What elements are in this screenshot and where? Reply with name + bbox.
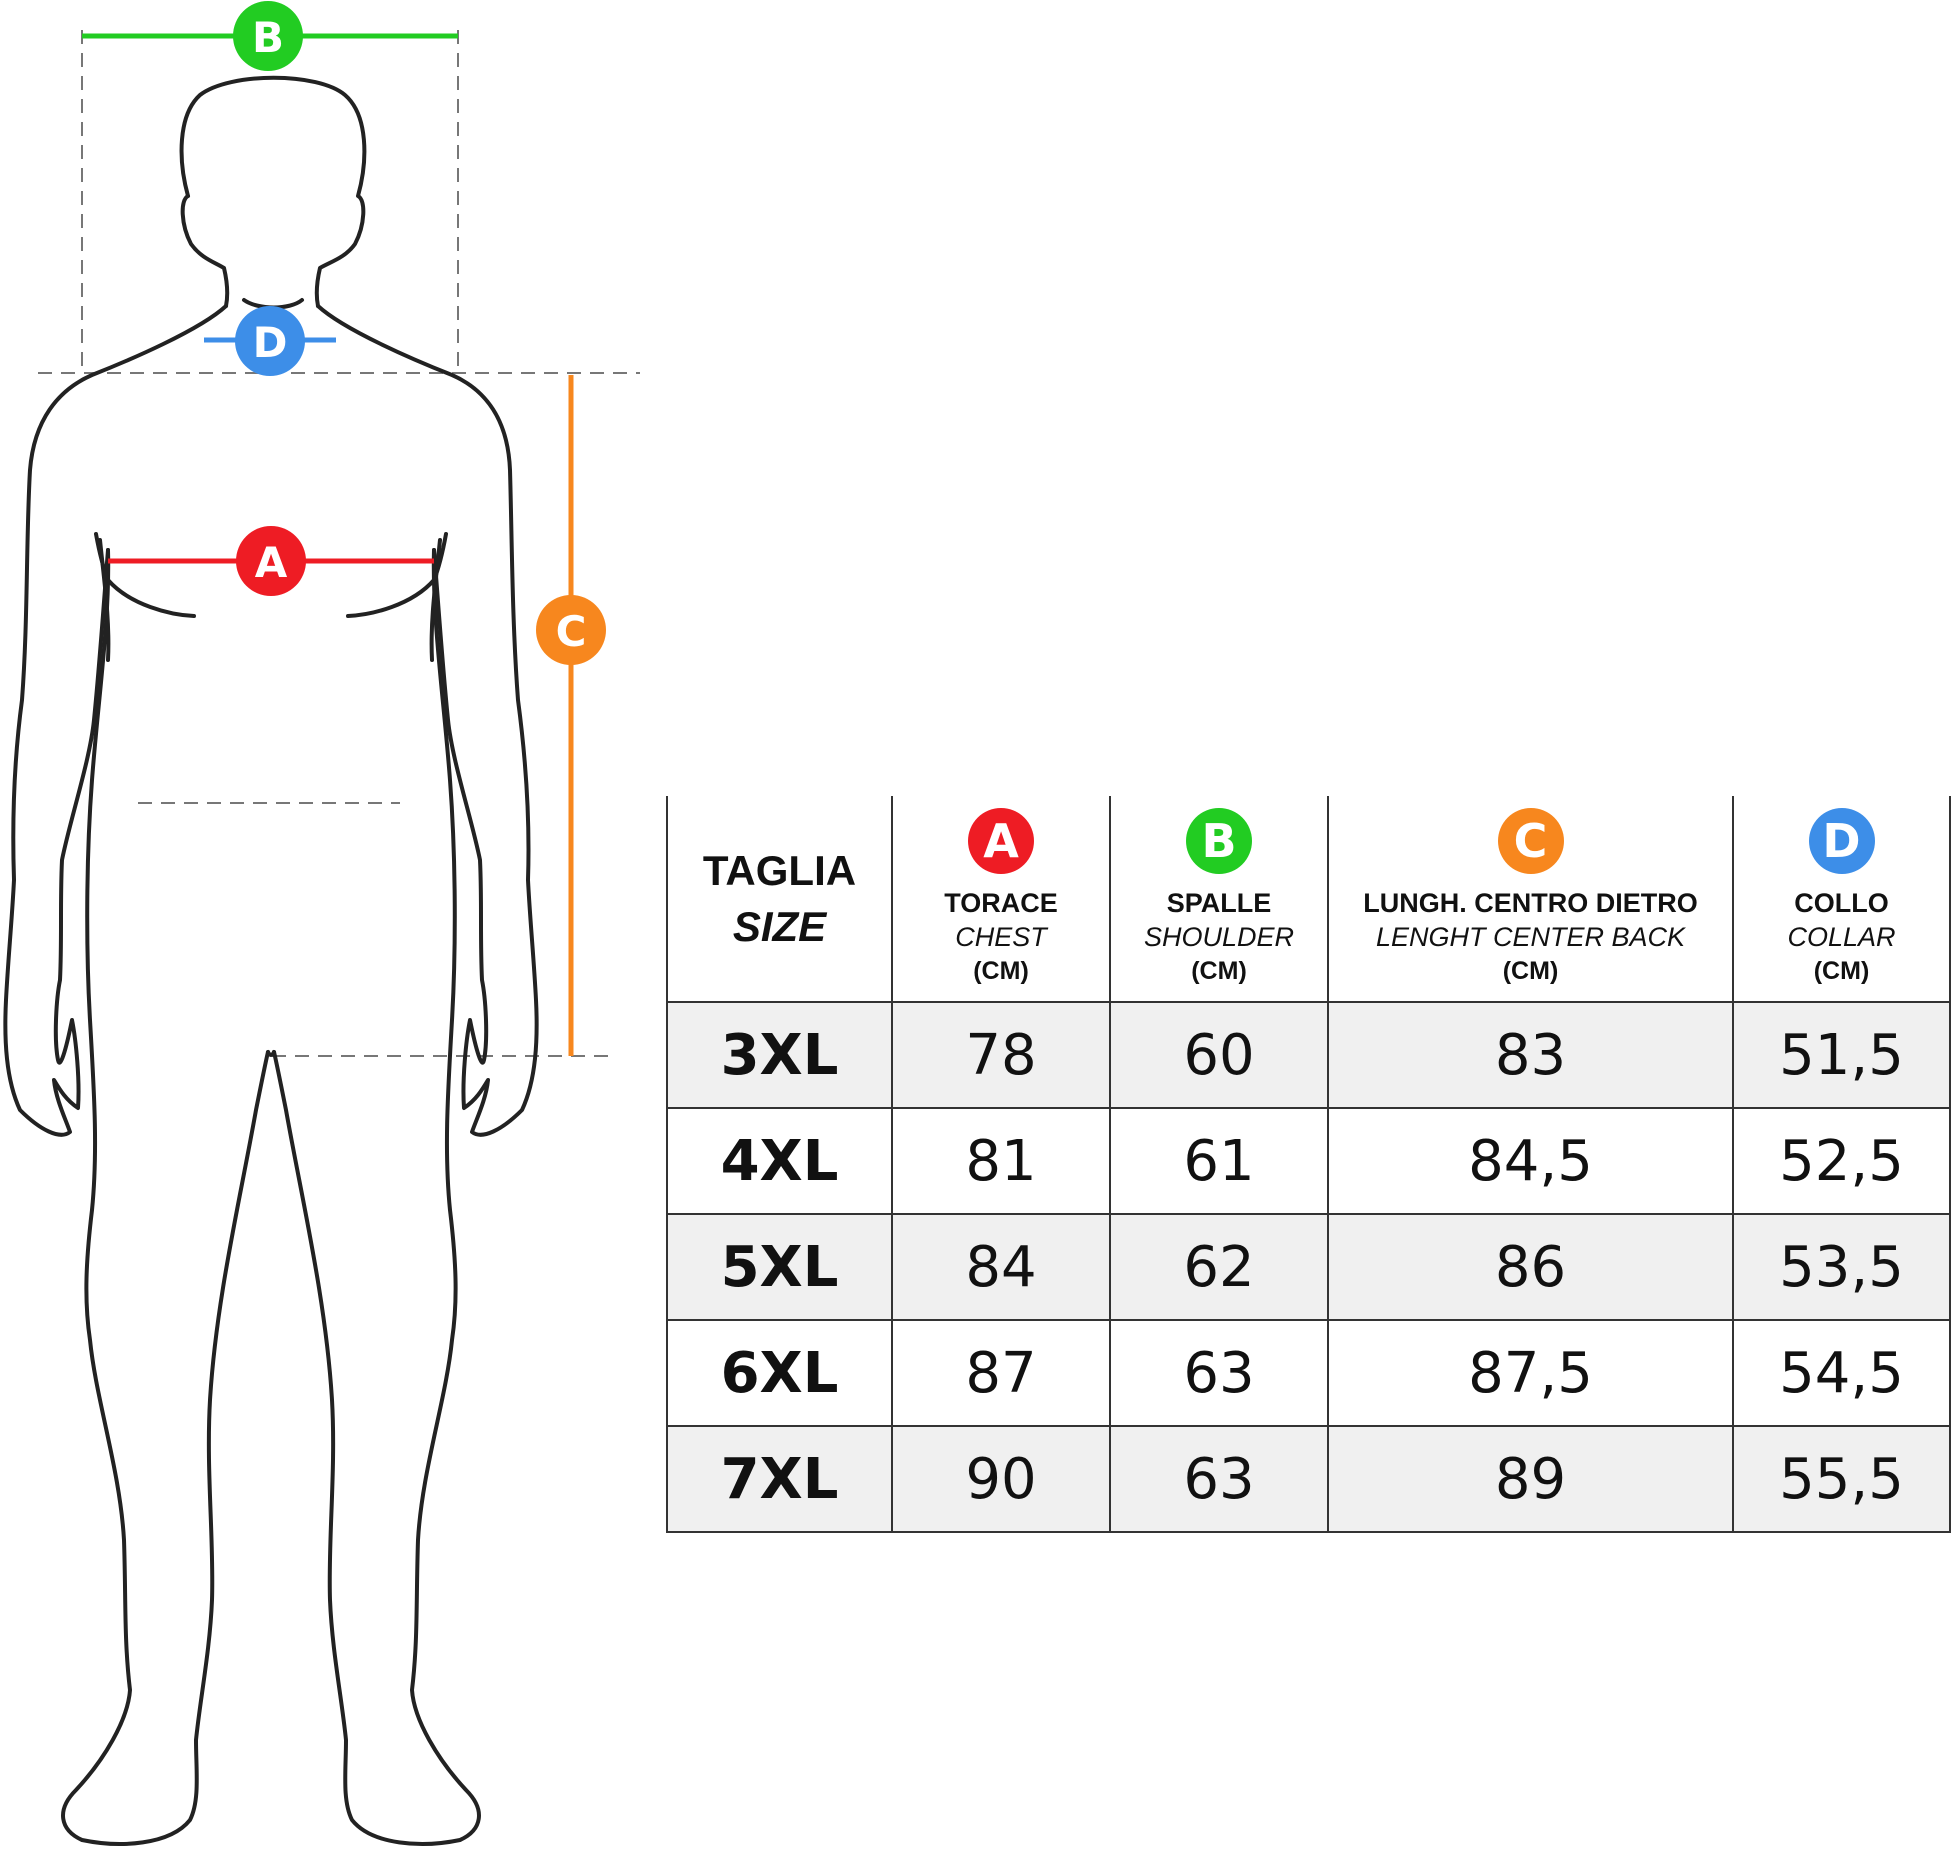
- shoulder-cell: 61: [1109, 1108, 1329, 1215]
- table-row: 3XL 78 60 83 51,5: [666, 1002, 1951, 1109]
- chest-badge-icon: A: [968, 808, 1034, 874]
- marker-b: B: [233, 1, 303, 71]
- length-cell: 84,5: [1327, 1108, 1734, 1215]
- header-shoulder: B SPALLE SHOULDER (CM): [1109, 796, 1329, 1003]
- collar-cell: 51,5: [1732, 1002, 1951, 1109]
- collar-cell: 54,5: [1732, 1320, 1951, 1427]
- header-chest-en: CHEST: [955, 922, 1047, 952]
- size-cell: 3XL: [666, 1002, 893, 1109]
- body-figure: B D A C: [3, 1, 640, 1846]
- size-cell: 4XL: [666, 1108, 893, 1215]
- size-cell: 6XL: [666, 1320, 893, 1427]
- header-size-it: TAGLIA: [702, 846, 857, 894]
- collar-cell: 53,5: [1732, 1214, 1951, 1321]
- header-shoulder-en: SHOULDER: [1143, 922, 1295, 952]
- shoulder-cell: 60: [1109, 1002, 1329, 1109]
- header-size-en: SIZE: [732, 902, 827, 950]
- collar-cell: 52,5: [1732, 1108, 1951, 1215]
- marker-c: C: [536, 595, 606, 665]
- collar-cell: 55,5: [1732, 1426, 1951, 1533]
- header-length: C LUNGH. CENTRO DIETRO LENGHT CENTER BAC…: [1327, 796, 1734, 1003]
- svg-text:D: D: [253, 318, 288, 367]
- size-cell: 5XL: [666, 1214, 893, 1321]
- header-chest-it: TORACE: [944, 888, 1058, 918]
- length-cell: 86: [1327, 1214, 1734, 1321]
- header-collar-unit: (CM): [1813, 957, 1870, 985]
- svg-text:A: A: [255, 538, 288, 587]
- table-row: 7XL 90 63 89 55,5: [666, 1426, 1951, 1533]
- length-badge-icon: C: [1497, 808, 1564, 874]
- chest-cell: 78: [891, 1002, 1111, 1109]
- marker-a: A: [236, 526, 306, 596]
- length-cell: 83: [1327, 1002, 1734, 1109]
- shoulder-badge-icon: B: [1186, 808, 1252, 874]
- header-size: TAGLIA SIZE: [666, 796, 893, 1003]
- header-collar-en: COLLAR: [1787, 922, 1896, 952]
- guide-lines: [38, 30, 640, 1057]
- svg-text:C: C: [556, 607, 587, 656]
- header-shoulder-it: SPALLE: [1166, 888, 1272, 918]
- chest-cell: 81: [891, 1108, 1111, 1215]
- header-length-en: LENGHT CENTER BACK: [1375, 922, 1686, 952]
- header-chest: A TORACE CHEST (CM): [891, 796, 1111, 1003]
- size-cell: 7XL: [666, 1426, 893, 1533]
- table-row: 6XL 87 63 87,5 54,5: [666, 1320, 1951, 1427]
- header-shoulder-unit: (CM): [1191, 957, 1247, 985]
- header-collar-it: COLLO: [1794, 888, 1889, 918]
- chest-cell: 84: [891, 1214, 1111, 1321]
- marker-d: D: [235, 306, 305, 376]
- length-cell: 89: [1327, 1426, 1734, 1533]
- header-collar: D COLLO COLLAR (CM): [1732, 796, 1951, 1003]
- chest-cell: 87: [891, 1320, 1111, 1427]
- size-table: TAGLIA SIZE A TORACE CHEST (CM) B SPALLE…: [666, 796, 1951, 1533]
- shoulder-cell: 63: [1109, 1426, 1329, 1533]
- chest-cell: 90: [891, 1426, 1111, 1533]
- table-row: 4XL 81 61 84,5 52,5: [666, 1108, 1951, 1215]
- svg-text:B: B: [252, 13, 284, 62]
- shoulder-cell: 62: [1109, 1214, 1329, 1321]
- header-length-it: LUNGH. CENTRO DIETRO: [1363, 888, 1698, 918]
- human-outline: [3, 75, 539, 1846]
- header-chest-unit: (CM): [973, 957, 1029, 985]
- table-header-row: TAGLIA SIZE A TORACE CHEST (CM) B SPALLE…: [666, 796, 1951, 1003]
- header-length-unit: (CM): [1502, 957, 1559, 985]
- table-row: 5XL 84 62 86 53,5: [666, 1214, 1951, 1321]
- length-cell: 87,5: [1327, 1320, 1734, 1427]
- shoulder-cell: 63: [1109, 1320, 1329, 1427]
- collar-badge-icon: D: [1808, 808, 1875, 874]
